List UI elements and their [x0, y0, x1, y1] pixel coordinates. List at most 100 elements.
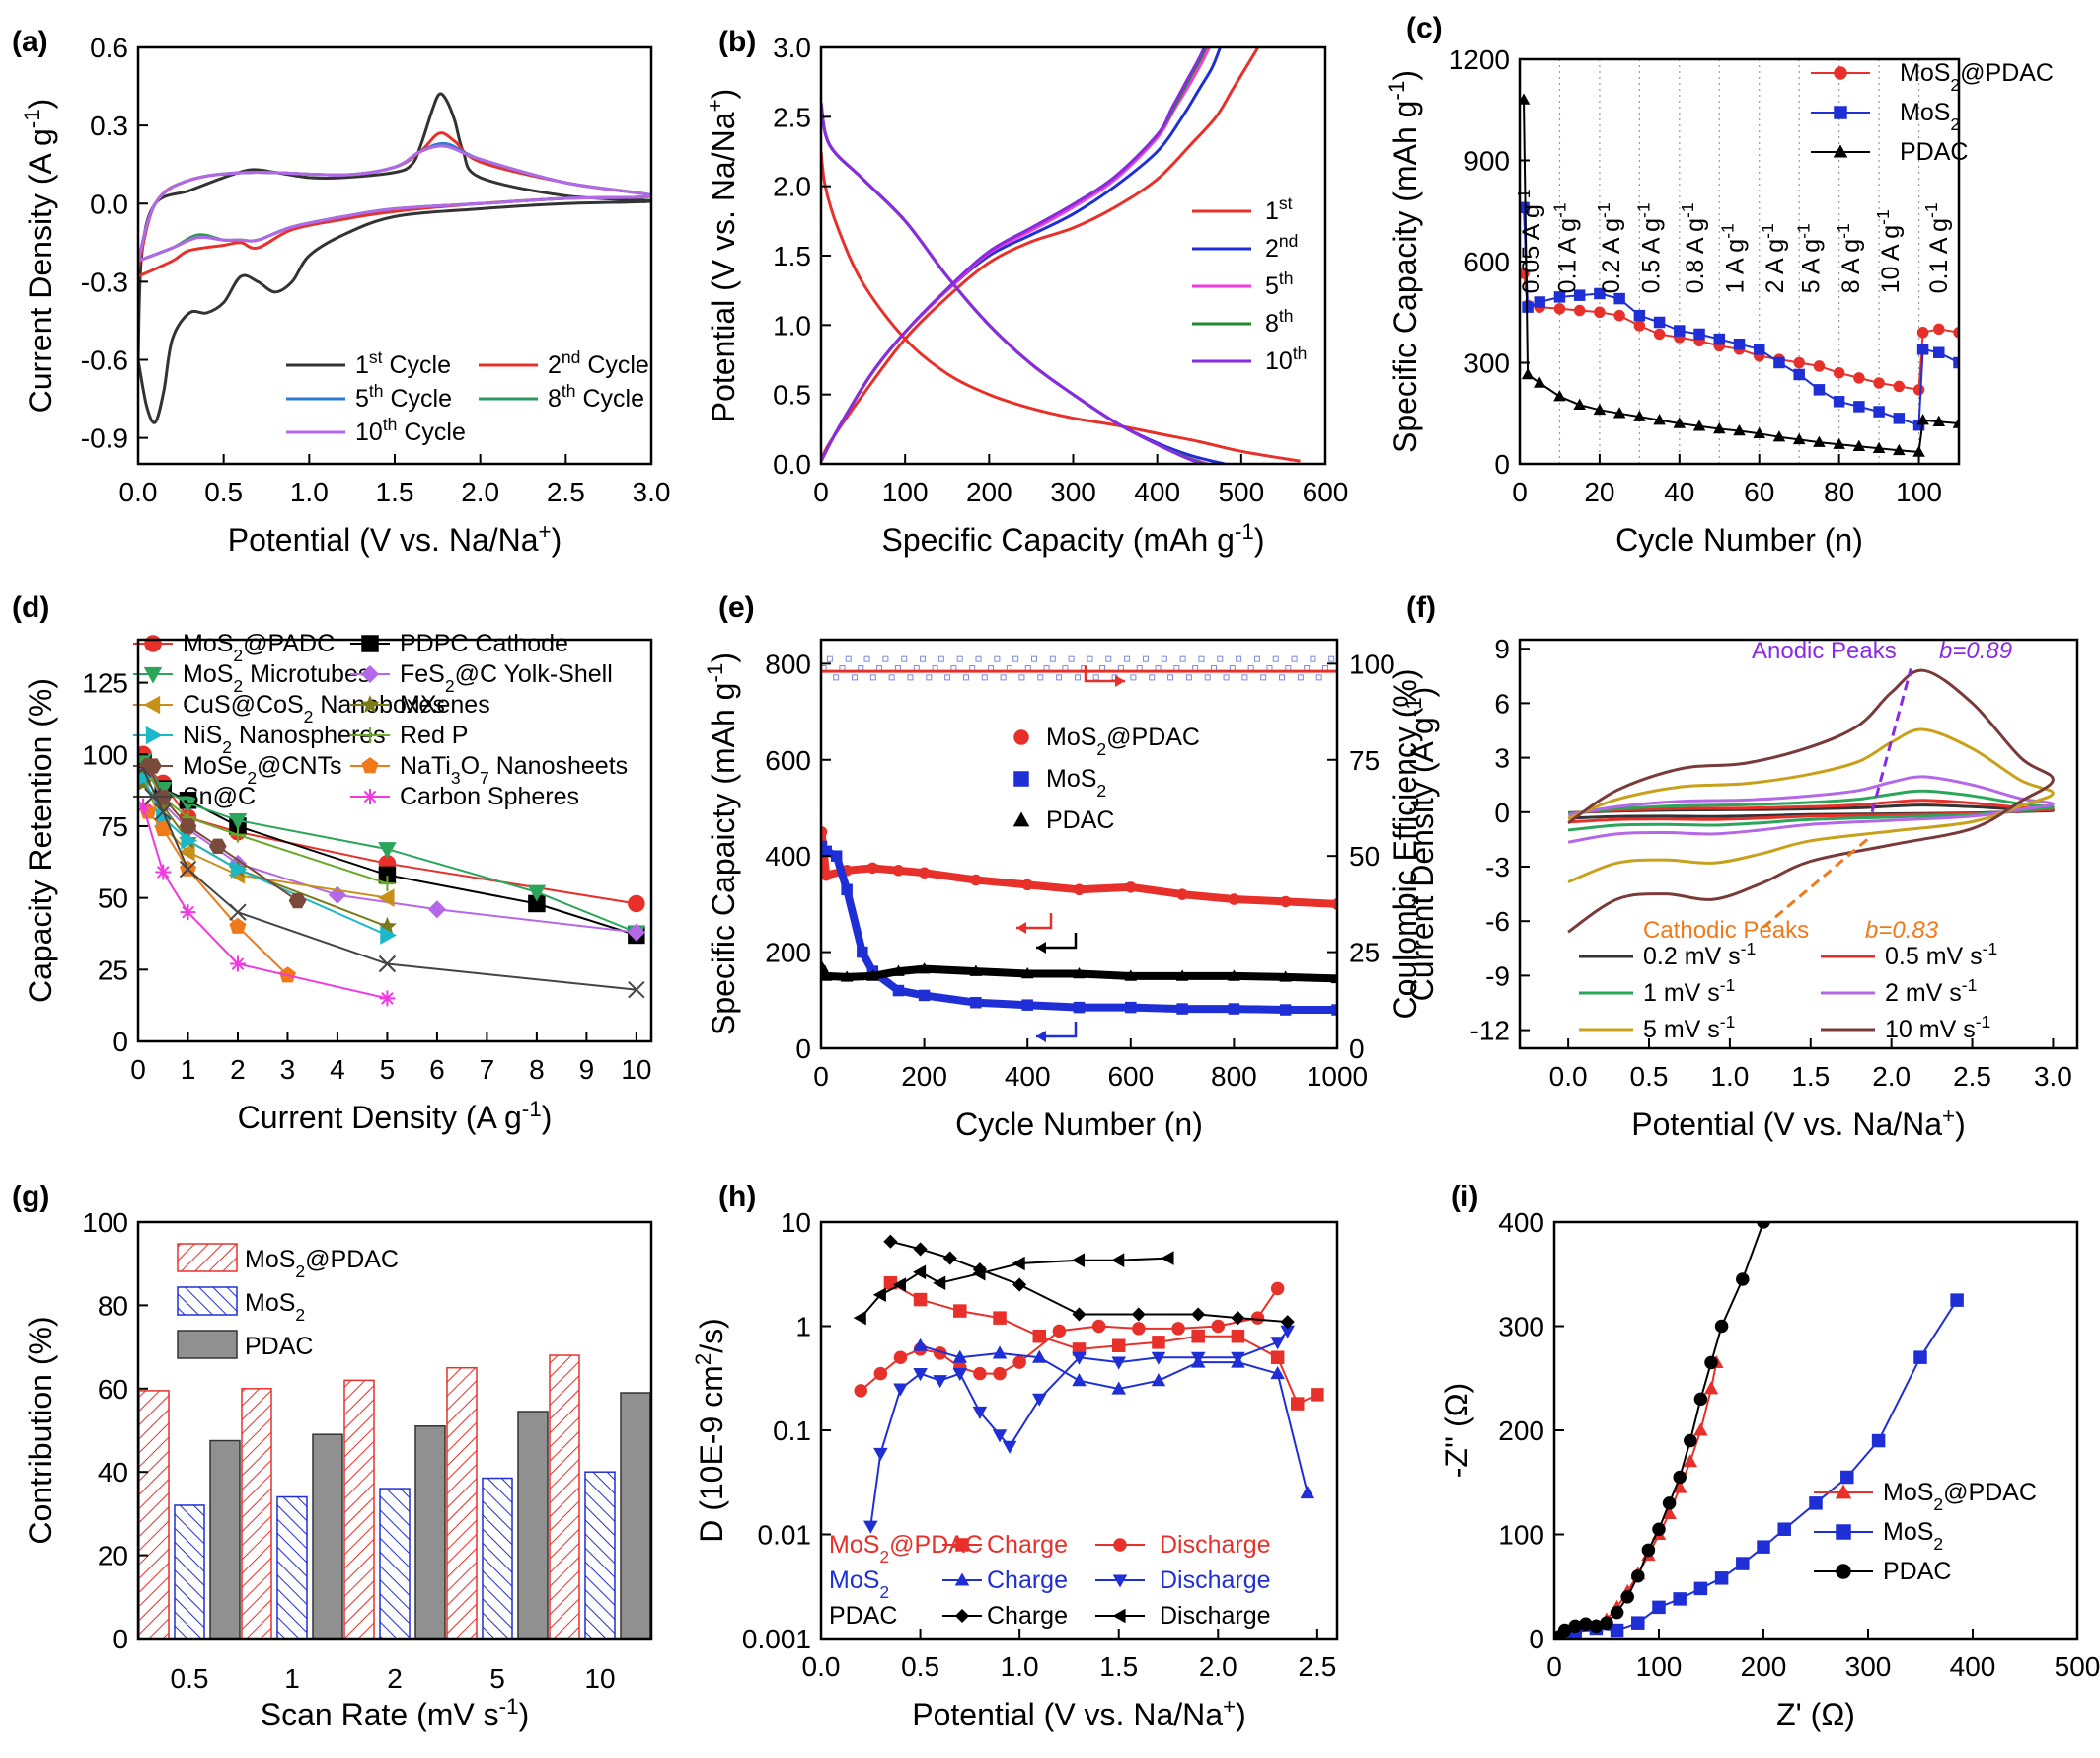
x-tick-label: 1.5 — [1099, 1651, 1138, 1682]
ce-point — [926, 674, 933, 681]
panel-label: (e) — [718, 591, 755, 624]
series-line — [860, 1287, 1279, 1392]
y-tick-label: 0 — [1529, 1624, 1544, 1654]
data-point — [1300, 1485, 1315, 1499]
x-tick-label: 2.5 — [1298, 1651, 1336, 1682]
data-point — [873, 1447, 888, 1461]
data-point — [155, 864, 172, 880]
bar — [517, 1411, 549, 1640]
y-tick-label: 400 — [1498, 1207, 1544, 1238]
anodic-annotation: Anodic Peaks — [1752, 638, 1897, 664]
x-tick-label: 200 — [966, 477, 1012, 507]
data-point — [893, 1383, 908, 1397]
data-point — [1072, 1351, 1087, 1365]
x-tick-label: 600 — [1107, 1061, 1154, 1092]
ce-point — [1124, 655, 1131, 662]
data-point — [228, 813, 248, 830]
legend-marker — [1835, 1484, 1852, 1499]
x-tick-label: 3.0 — [2034, 1061, 2072, 1092]
data-point — [180, 904, 196, 921]
data-point — [1125, 881, 1137, 893]
data-point — [1733, 338, 1746, 350]
data-point — [841, 883, 853, 896]
legend-marker — [954, 1572, 970, 1586]
anodic-b-value: b=0.89 — [1939, 638, 2012, 664]
x-tick-label: 100 — [1636, 1651, 1683, 1682]
legend-label: MoS2@PDAC — [1883, 1479, 2037, 1514]
legend-discharge: Discharge — [1160, 1531, 1271, 1559]
cv-curve — [1567, 668, 2055, 934]
ce-point — [1037, 674, 1044, 681]
panel-label: (h) — [718, 1181, 756, 1213]
data-point — [892, 984, 905, 997]
data-point — [1893, 443, 1906, 456]
bar — [241, 1388, 272, 1640]
data-point — [821, 845, 832, 858]
cv-curve — [1567, 775, 2055, 844]
legend-label: 0.5 mV s-1 — [1885, 939, 1997, 970]
legend-label: MoS2@PDAC — [1046, 724, 1200, 759]
y-tick-label: 1 — [795, 1312, 811, 1342]
data-point — [942, 1251, 957, 1265]
data-point — [992, 1345, 1008, 1359]
panel-label: (i) — [1451, 1181, 1478, 1213]
x-tick-label: 1.5 — [1791, 1061, 1830, 1092]
data-point — [1031, 1393, 1047, 1407]
legend-label: PDPC Cathode — [400, 630, 568, 657]
data-point — [1111, 1338, 1126, 1352]
x-axis-label: Z' (Ω) — [1776, 1697, 1855, 1732]
panel-label: (b) — [718, 26, 756, 58]
ce-point — [1130, 674, 1137, 681]
x-tick-label: 80 — [1824, 477, 1854, 507]
y-tick-label: 0 — [112, 1027, 128, 1057]
data-point — [1736, 1272, 1750, 1286]
data-point — [1852, 439, 1866, 451]
legend-marker — [145, 726, 163, 745]
ce-point — [944, 674, 951, 681]
bar — [414, 1425, 446, 1640]
legend-label: PDAC — [1900, 138, 1968, 166]
data-point — [913, 1242, 928, 1257]
data-point — [628, 980, 645, 999]
data-point — [230, 860, 248, 879]
y-right-tick-label: 75 — [1349, 745, 1380, 776]
data-point — [1520, 201, 1530, 214]
data-point — [1311, 1388, 1324, 1402]
data-point — [1912, 384, 1925, 396]
data-point — [1916, 344, 1929, 355]
y-right-axis-label: Coulombic Efficiency (%) — [1388, 668, 1423, 1019]
plot-frame — [1518, 638, 2079, 1050]
ce-point — [1018, 674, 1025, 681]
legend-label: FeS2@C Yolk-Shell — [400, 660, 613, 696]
data-point — [427, 900, 446, 919]
data-point — [970, 996, 982, 1009]
y-tick-label: 300 — [1498, 1312, 1544, 1342]
y-tick-label: 2.5 — [773, 102, 811, 132]
data-point — [1703, 1381, 1719, 1395]
data-point — [1893, 413, 1906, 424]
y-tick-label: 200 — [1498, 1415, 1544, 1446]
legend-marker — [360, 664, 380, 684]
legend-label: Sn@C — [183, 783, 256, 810]
data-point — [913, 1368, 928, 1382]
plot-area — [821, 47, 1301, 464]
legend-label: 1st — [1265, 193, 1293, 225]
x-tick-label: 6 — [429, 1054, 445, 1085]
data-point — [1673, 1470, 1687, 1485]
legend-marker — [954, 1608, 970, 1624]
data-point — [1071, 1253, 1086, 1267]
data-point — [1228, 969, 1240, 981]
data-point — [1231, 1351, 1245, 1365]
ce-point — [1272, 655, 1279, 662]
y-tick-label: 20 — [98, 1541, 128, 1571]
data-point — [1793, 356, 1805, 369]
data-point — [1151, 1351, 1166, 1365]
x-tick-label: 0 — [813, 1061, 829, 1092]
y-tick-label: -0.9 — [81, 423, 128, 454]
data-point — [1594, 306, 1606, 318]
arrow-head — [1036, 1031, 1046, 1042]
legend-label: 2 mV s-1 — [1885, 975, 1977, 1007]
y-axis-label: Specific Capacity (mAh g-1) — [1385, 70, 1424, 453]
ce-point — [851, 674, 858, 681]
